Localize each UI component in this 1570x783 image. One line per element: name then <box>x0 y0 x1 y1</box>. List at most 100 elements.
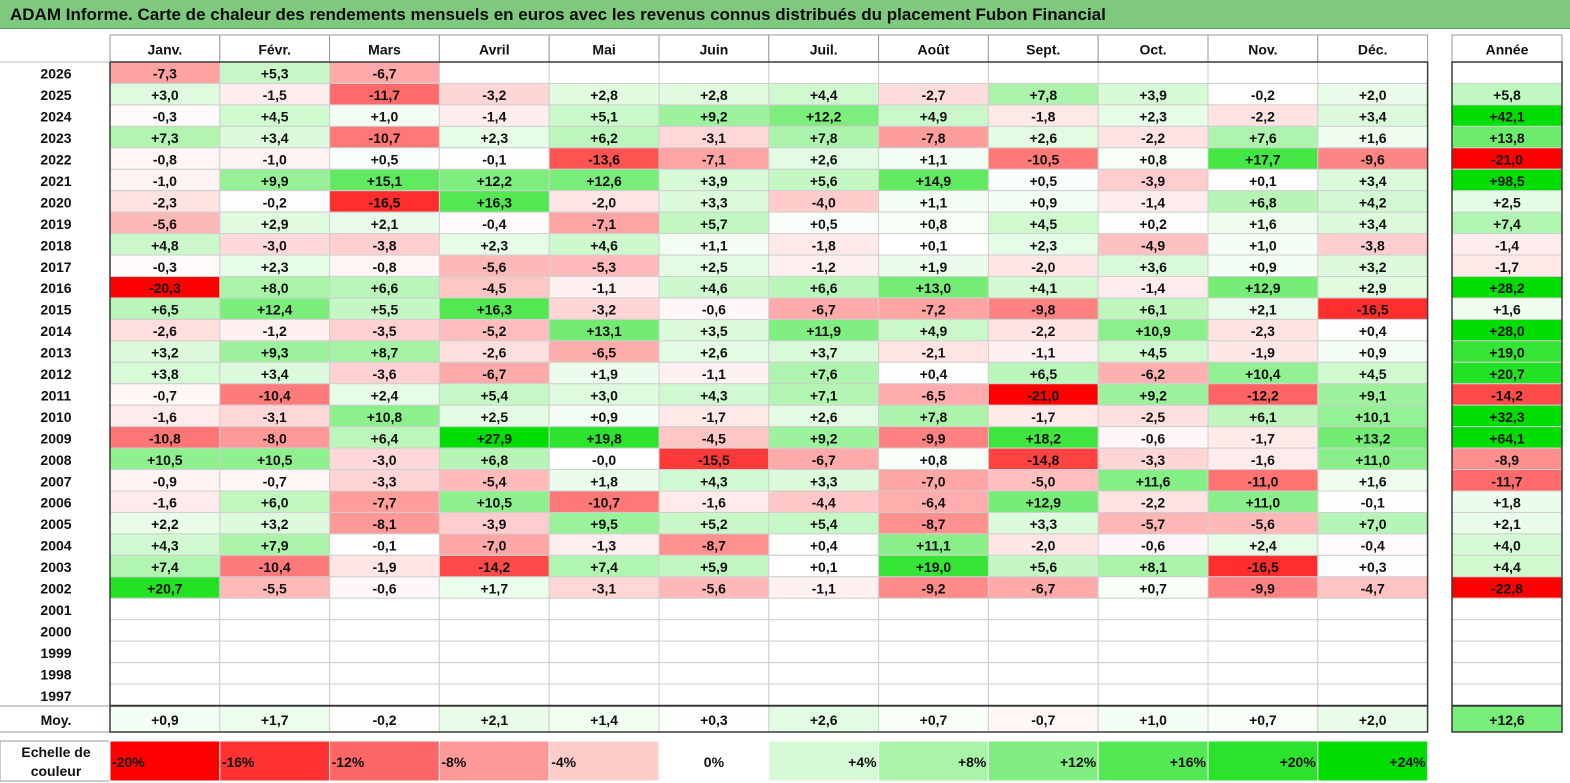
cell-value: +0,4 <box>1359 323 1387 339</box>
cell-value: +0,1 <box>810 559 838 575</box>
row-year-label: 2008 <box>40 452 71 468</box>
scale-label: +12% <box>1060 754 1097 770</box>
month-header-cell <box>109 34 221 63</box>
scale-swatch <box>1097 740 1209 782</box>
scale-swatch <box>329 740 440 782</box>
cell-value: +11,6 <box>1136 473 1171 489</box>
cell-value: +5,4 <box>810 516 838 532</box>
cell-value: +16,3 <box>477 302 513 318</box>
cell-value: -9,6 <box>1361 152 1385 168</box>
heatmap-cell <box>768 662 880 685</box>
cell-value: +1,9 <box>920 259 948 275</box>
annual-value: -22,8 <box>1491 581 1523 597</box>
heatmap-cell <box>768 640 880 664</box>
cell-value: +10,1 <box>1355 409 1391 425</box>
heatmap-cell <box>1317 619 1429 642</box>
cell-value: +3,4 <box>261 130 289 146</box>
cell-value: -1,4 <box>1141 194 1165 210</box>
cell-value: -2,0 <box>592 194 616 210</box>
cell-value: -6,7 <box>1031 581 1055 597</box>
heatmap-cell <box>658 662 770 685</box>
cell-value: -2,0 <box>1031 259 1055 275</box>
annual-value: +20,7 <box>1489 366 1525 382</box>
cell-value: -1,3 <box>592 538 616 554</box>
cell-value: +5,4 <box>480 387 508 403</box>
cell-value: -0,3 <box>153 259 177 275</box>
cell-value: +5,6 <box>810 173 838 189</box>
cell-value: -3,5 <box>372 323 396 339</box>
row-year-label: 2020 <box>40 194 71 210</box>
cell-value: -12,2 <box>1247 387 1279 403</box>
cell-value: -7,8 <box>921 130 945 146</box>
month-header-cell <box>768 34 880 63</box>
cell-value: +7,1 <box>810 387 838 403</box>
cell-value: +4,8 <box>151 237 179 253</box>
cell-value: -3,6 <box>372 366 396 382</box>
cell-value: +6,1 <box>1249 409 1277 425</box>
row-year-label: 2004 <box>40 538 71 554</box>
cell-value: -4,7 <box>1361 581 1385 597</box>
month-header-cell <box>1317 34 1429 63</box>
cell-value: +5,1 <box>590 109 618 125</box>
heatmap-cell <box>219 619 331 642</box>
row-year-label: 2025 <box>40 87 71 103</box>
cell-value: +3,2 <box>151 345 179 361</box>
cell-value: -4,4 <box>812 495 836 511</box>
cell-value: -7,7 <box>372 495 396 511</box>
cell-value: -4,5 <box>482 280 506 296</box>
cell-value: -5,0 <box>1031 473 1055 489</box>
cell-value: -2,0 <box>1031 538 1055 554</box>
row-year-label: 2022 <box>40 152 71 168</box>
cell-value: -5,6 <box>482 259 506 275</box>
annual-value: +7,4 <box>1493 216 1521 232</box>
cell-value: +0,9 <box>1029 194 1057 210</box>
cell-value: +6,8 <box>1249 194 1277 210</box>
cell-value: +2,6 <box>810 152 838 168</box>
average-annual-value: +12,6 <box>1489 712 1525 728</box>
cell-value: +8,1 <box>1139 559 1167 575</box>
cell-value: +6,5 <box>151 302 179 318</box>
average-cell <box>109 705 221 733</box>
cell-value: +4,5 <box>1359 366 1387 382</box>
cell-value: +18,2 <box>1026 430 1062 446</box>
heatmap-cell <box>219 597 331 621</box>
heatmap-cell <box>768 683 880 706</box>
cell-value: +1,1 <box>700 237 728 253</box>
average-value: +0,7 <box>920 712 948 728</box>
annual-value: -14,2 <box>1491 387 1523 403</box>
cell-value: -6,4 <box>921 495 945 511</box>
heatmap-cell <box>329 683 440 706</box>
cell-value: +4,2 <box>1359 194 1387 210</box>
row-year-label: 1997 <box>40 688 71 704</box>
cell-value: -4,5 <box>702 430 726 446</box>
cell-value: -5,6 <box>702 581 726 597</box>
row-year-label: 2000 <box>40 623 71 639</box>
row-year-label: 2010 <box>40 409 71 425</box>
cell-value: +4,6 <box>700 280 728 296</box>
cell-value: -0,1 <box>482 152 506 168</box>
month-header-label: Oct. <box>1139 42 1166 58</box>
scale-swatch <box>768 740 880 782</box>
cell-value: +0,5 <box>1029 173 1057 189</box>
cell-value: -9,2 <box>921 581 945 597</box>
cell-value: +6,2 <box>590 130 618 146</box>
annual-cell <box>1451 619 1563 642</box>
cell-value: +3,6 <box>1139 259 1167 275</box>
cell-value: -6,7 <box>372 66 396 82</box>
cell-value: +12,4 <box>257 302 293 318</box>
cell-value: -21,0 <box>1027 387 1059 403</box>
cell-value: +2,8 <box>700 87 728 103</box>
month-header-label: Juin <box>700 42 729 58</box>
cell-value: -3,8 <box>372 237 396 253</box>
heatmap-cell <box>1207 619 1319 642</box>
cell-value: -1,6 <box>702 495 726 511</box>
cell-value: +2,8 <box>590 87 618 103</box>
cell-value: +6,6 <box>371 280 399 296</box>
average-value: +0,9 <box>151 712 179 728</box>
cell-value: -2,2 <box>1251 109 1275 125</box>
average-value: +2,0 <box>1359 712 1387 728</box>
cell-value: +3,5 <box>700 323 728 339</box>
cell-value: -5,6 <box>1251 516 1275 532</box>
cell-value: +7,6 <box>810 366 838 382</box>
cell-value: -10,7 <box>369 130 401 146</box>
